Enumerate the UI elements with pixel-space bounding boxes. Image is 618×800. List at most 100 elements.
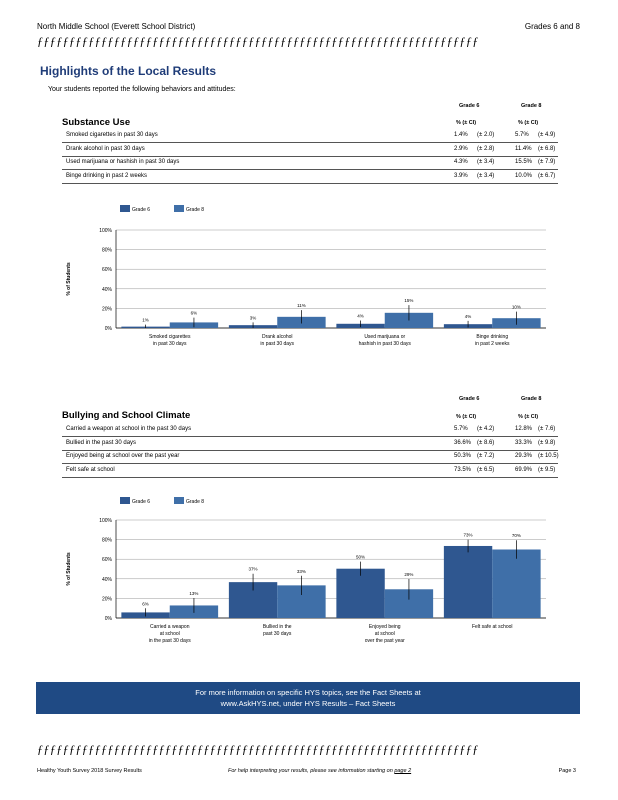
- footer-help-label: For help interpreting your results, plea…: [228, 768, 393, 774]
- school-name: North Middle School (Everett School Dist…: [37, 22, 196, 31]
- grade8-ci: (± 7.6): [538, 426, 556, 432]
- x-tick-label: in the past 30 days: [149, 638, 191, 644]
- data-label: 6%: [142, 601, 149, 606]
- data-label: 73%: [464, 533, 473, 538]
- data-label: 50%: [356, 555, 365, 560]
- x-tick-label: in past 30 days: [260, 341, 294, 347]
- grade8-value: 15.5%: [515, 159, 533, 165]
- bar: [336, 568, 385, 618]
- grade6-ci: (± 6.5): [477, 466, 495, 473]
- table-row: Felt safe at school 73.5% (± 6.5) 69.9% (± 9…: [62, 465, 558, 478]
- y-axis-label: % of Students: [66, 262, 72, 296]
- y-tick-label: 60%: [102, 267, 113, 273]
- grade6-value: 4.3%: [454, 159, 468, 165]
- pct-ci-header-g6-2: % (± CI): [456, 414, 477, 420]
- highlights-title: Highlights of the Local Results: [40, 64, 217, 78]
- grade8-value: 12.8%: [515, 426, 533, 432]
- grade6-header: Grade 6: [459, 103, 480, 109]
- legend-label: Grade 6: [132, 499, 150, 505]
- y-tick-label: 0%: [105, 326, 113, 332]
- banner-line-2[interactable]: www.AskHYS.net, under HYS Results – Fact…: [220, 699, 396, 708]
- x-tick-label: Used marijuana or: [364, 334, 405, 340]
- legend-swatch: [174, 205, 184, 212]
- grade6-ci: (± 2.8): [477, 145, 495, 152]
- data-label: 11%: [297, 303, 306, 308]
- x-tick-label: in past 2 weeks: [475, 341, 510, 347]
- x-tick-label: Enjoyed being: [369, 624, 401, 630]
- x-tick-label: past 30 days: [263, 631, 292, 637]
- grade8-ci: (± 6.8): [538, 145, 556, 152]
- row-label: Felt safe at school: [66, 466, 115, 473]
- data-label: 29%: [404, 572, 413, 577]
- data-label: 15%: [404, 298, 413, 303]
- y-tick-label: 0%: [105, 616, 113, 622]
- data-label: 37%: [249, 567, 258, 572]
- grade8-value: 33.3%: [515, 439, 533, 446]
- decorative-rule-top: ƒƒƒƒƒƒƒƒƒƒƒƒƒƒƒƒƒƒƒƒƒƒƒƒƒƒƒƒƒƒƒƒƒƒƒƒƒƒƒƒ…: [37, 34, 479, 48]
- grade8-header: Grade 8: [521, 103, 542, 109]
- grade6-header-2: Grade 6: [459, 396, 480, 402]
- grade8-ci: (± 4.9): [538, 132, 556, 138]
- row-label: Smoked cigarettes in past 30 days: [66, 132, 158, 138]
- grade6-value: 5.7%: [454, 426, 468, 432]
- banner-line-1: For more information on specific HYS top…: [195, 688, 421, 697]
- page-2-link[interactable]: page 2: [394, 768, 412, 774]
- y-tick-label: 80%: [102, 248, 113, 254]
- table-row: Bullied in the past 30 days 36.6% (± 8.6) 3…: [62, 438, 558, 451]
- grade6-ci: (± 4.2): [477, 426, 495, 432]
- x-tick-label: Drank alcohol: [262, 334, 293, 340]
- data-label: 4%: [465, 314, 472, 319]
- y-tick-label: 40%: [102, 287, 113, 293]
- grade6-value: 1.4%: [454, 132, 468, 138]
- y-tick-label: 80%: [102, 538, 113, 544]
- row-label: Binge drinking in past 2 weeks: [66, 172, 148, 179]
- y-tick-label: 20%: [102, 596, 113, 602]
- y-axis-label: % of Students: [66, 552, 72, 586]
- bar: [492, 549, 541, 618]
- grade6-value: 2.9%: [454, 145, 468, 152]
- row-label: Bullied in the past 30 days: [66, 439, 137, 446]
- footer-survey-title: Healthy Youth Survey 2018 Survey Results: [37, 768, 142, 774]
- table-row: Enjoyed being at school over the past ye…: [62, 451, 559, 464]
- legend-swatch: [120, 205, 130, 212]
- grade8-ci: (± 10.5): [538, 453, 559, 459]
- y-tick-label: 60%: [102, 557, 113, 563]
- substance-use-chart: Grade 6 Grade 8 % of Students 0% 20% 40% 60% 80…: [66, 205, 546, 347]
- x-tick-label: at school: [160, 631, 180, 637]
- row-label: Carried a weapon at school in the past 3…: [66, 426, 192, 432]
- grade6-ci: (± 8.6): [477, 439, 495, 446]
- legend-swatch: [120, 497, 130, 504]
- grade6-ci: (± 7.2): [477, 453, 495, 459]
- footer-help-text: For help interpreting your results, plea…: [228, 768, 411, 774]
- x-tick-label: in past 30 days: [153, 341, 187, 347]
- x-tick-label: Binge drinking: [476, 334, 508, 340]
- grade6-value: 3.9%: [454, 172, 468, 179]
- y-tick-label: 40%: [102, 577, 113, 583]
- grade8-ci: (± 9.5): [538, 466, 556, 473]
- legend-label: Grade 8: [186, 499, 204, 505]
- decorative-rule-bottom: ƒƒƒƒƒƒƒƒƒƒƒƒƒƒƒƒƒƒƒƒƒƒƒƒƒƒƒƒƒƒƒƒƒƒƒƒƒƒƒƒ…: [37, 742, 479, 756]
- row-label: Used marijuana or hashish in past 30 day…: [66, 159, 180, 165]
- substance-title: Substance Use: [62, 117, 131, 128]
- x-tick-label: Carried a weapon: [150, 624, 190, 630]
- grades-label: Grades 6 and 8: [524, 22, 580, 31]
- row-label: Drank alcohol in past 30 days: [66, 145, 145, 152]
- grade6-value: 73.5%: [454, 466, 472, 473]
- data-label: 6%: [191, 311, 198, 316]
- table-row: Binge drinking in past 2 weeks 3.9% (± 3.4…: [62, 171, 558, 184]
- legend-swatch: [174, 497, 184, 504]
- data-label: 70%: [512, 533, 521, 538]
- grade6-ci: (± 3.4): [477, 172, 495, 179]
- x-tick-label: over the past year: [365, 638, 405, 644]
- grade8-value: 5.7%: [515, 132, 529, 138]
- pct-ci-header-g8: % (± CI): [518, 120, 539, 126]
- x-tick-label: at school: [375, 631, 395, 637]
- data-label: 13%: [189, 591, 198, 596]
- grade8-header-2: Grade 8: [521, 396, 542, 402]
- table-row: Smoked cigarettes in past 30 days 1.4% (± …: [62, 130, 558, 143]
- grade8-value: 11.4%: [515, 145, 532, 152]
- bullying-title: Bullying and School Climate: [62, 410, 191, 421]
- x-tick-label: Smoked cigarettes: [149, 334, 191, 340]
- bullying-climate-chart: Grade 6 Grade 8 % of Students 0% 20% 40% 60% 80…: [66, 497, 546, 644]
- bar: [443, 545, 493, 618]
